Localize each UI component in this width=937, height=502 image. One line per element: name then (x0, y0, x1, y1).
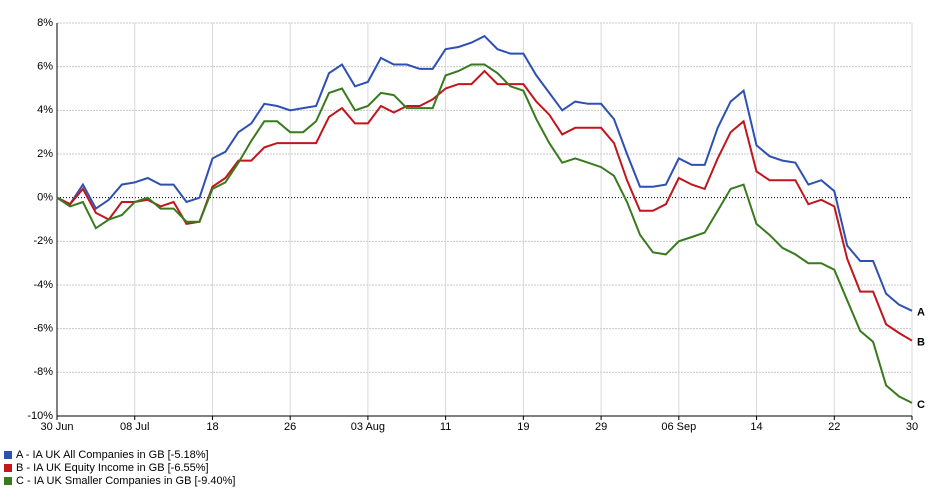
series-line (56, 69, 913, 342)
y-tick-label: 0% (37, 192, 53, 204)
y-tick-label: 2% (37, 148, 53, 160)
x-tick-label: 29 (595, 421, 607, 433)
y-tick-label: 8% (37, 17, 53, 29)
x-tick-label: 19 (517, 421, 529, 433)
x-tick-label: 11 (440, 421, 451, 433)
y-tick-label: -6% (33, 323, 53, 335)
x-tick-label: 30 (906, 421, 918, 433)
x-tick-label: 14 (750, 421, 762, 433)
x-tick-label: 03 Aug (351, 421, 385, 433)
series-line (56, 63, 913, 404)
x-tick-label: 22 (828, 421, 840, 433)
x-tick-label: 08 Jul (120, 421, 149, 433)
legend-label: A - IA UK All Companies in GB [-5.18%] (16, 449, 209, 461)
series-end-label: B (917, 337, 925, 349)
series-line (56, 34, 913, 312)
series-end-label: A (917, 307, 925, 319)
legend-swatch (4, 477, 12, 485)
x-tick-label: 26 (284, 421, 296, 433)
x-tick-label: 18 (206, 421, 218, 433)
series-end-label: C (917, 399, 925, 411)
y-tick-label: -10% (27, 410, 53, 422)
x-tick-label: 06 Sep (661, 421, 696, 433)
legend-label: B - IA UK Equity Income in GB [-6.55%] (16, 462, 209, 474)
y-tick-label: -8% (33, 366, 53, 378)
legend-swatch (4, 464, 12, 472)
y-tick-label: -2% (33, 235, 53, 247)
legend-swatch (4, 451, 12, 459)
y-tick-label: 4% (37, 104, 53, 116)
y-tick-label: -4% (33, 279, 53, 291)
legend-label: C - IA UK Smaller Companies in GB [-9.40… (16, 475, 235, 487)
x-tick-label: 30 Jun (40, 421, 73, 433)
y-tick-label: 6% (37, 61, 53, 73)
